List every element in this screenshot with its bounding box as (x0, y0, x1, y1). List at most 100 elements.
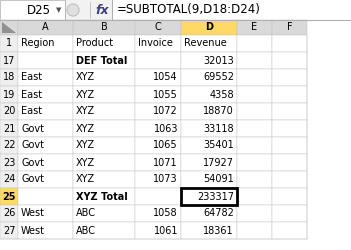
Bar (18, 222, 73, 239)
Bar (135, 103, 181, 120)
Bar (73, 35, 135, 52)
Bar (73, 103, 135, 120)
Text: 18361: 18361 (203, 226, 234, 235)
Text: 1071: 1071 (153, 158, 178, 168)
Text: Govt: Govt (21, 174, 44, 184)
Bar (0, 86, 18, 103)
Text: 23: 23 (3, 158, 15, 168)
Text: 233317: 233317 (197, 192, 234, 202)
Bar (135, 52, 181, 69)
Text: West: West (21, 226, 45, 235)
Bar (73, 120, 135, 137)
Bar (135, 20, 181, 35)
Bar (73, 20, 135, 35)
Bar (272, 86, 307, 103)
Text: fx: fx (95, 4, 109, 16)
Bar (18, 154, 73, 171)
Text: East: East (21, 72, 42, 83)
Bar (272, 69, 307, 86)
Text: East: East (21, 106, 42, 117)
Bar (181, 188, 237, 205)
Text: 1: 1 (6, 38, 12, 48)
Text: 17927: 17927 (203, 158, 234, 168)
Bar (181, 86, 237, 103)
Bar (135, 154, 181, 171)
Text: 233317: 233317 (197, 192, 234, 202)
Bar (18, 205, 73, 222)
Text: B: B (101, 22, 107, 32)
Bar (0, 20, 18, 35)
Bar (272, 20, 307, 35)
Bar (272, 188, 307, 205)
Polygon shape (2, 22, 16, 33)
Bar (0, 154, 18, 171)
Bar (73, 188, 135, 205)
Bar (0, 171, 18, 188)
Bar (135, 222, 181, 239)
Text: XYZ: XYZ (76, 174, 95, 184)
Bar (181, 154, 237, 171)
Bar (181, 120, 237, 137)
Bar (0, 222, 18, 239)
Bar (0, 120, 18, 137)
Text: Govt: Govt (21, 124, 44, 134)
Bar (181, 137, 237, 154)
Text: 20: 20 (3, 106, 15, 117)
Text: F: F (287, 22, 292, 32)
Bar (73, 52, 135, 69)
Bar (73, 154, 135, 171)
Bar (0, 188, 18, 205)
Text: 1073: 1073 (153, 174, 178, 184)
Bar (73, 69, 135, 86)
Bar (0, 205, 18, 222)
Text: 19: 19 (3, 90, 15, 100)
Bar (237, 171, 272, 188)
Bar (237, 103, 272, 120)
Text: 1055: 1055 (153, 90, 178, 100)
Text: XYZ: XYZ (76, 106, 95, 117)
Text: D: D (205, 22, 213, 32)
Bar (272, 171, 307, 188)
Bar (181, 35, 237, 52)
Bar (0, 0, 65, 20)
Bar (135, 137, 181, 154)
Text: 1058: 1058 (153, 208, 178, 218)
Bar (181, 20, 237, 35)
Bar (18, 69, 73, 86)
Text: E: E (251, 22, 258, 32)
Bar (73, 222, 135, 239)
Bar (18, 137, 73, 154)
Text: 22: 22 (3, 140, 15, 150)
Text: 64782: 64782 (203, 208, 234, 218)
Bar (181, 188, 237, 205)
Bar (18, 120, 73, 137)
Bar (237, 222, 272, 239)
Text: Invoice: Invoice (138, 38, 173, 48)
Bar (73, 86, 135, 103)
Text: 18870: 18870 (203, 106, 234, 117)
Text: C: C (155, 22, 161, 32)
Text: Region: Region (21, 38, 54, 48)
Bar (237, 154, 272, 171)
Text: XYZ: XYZ (76, 140, 95, 150)
Text: ABC: ABC (76, 208, 96, 218)
Text: 24: 24 (3, 174, 15, 184)
Text: ▼: ▼ (56, 7, 62, 13)
Bar (237, 120, 272, 137)
Bar (237, 35, 272, 52)
Text: XYZ: XYZ (76, 158, 95, 168)
Bar (112, 0, 351, 20)
Bar (272, 137, 307, 154)
Text: ABC: ABC (76, 226, 96, 235)
Bar (73, 205, 135, 222)
Text: Govt: Govt (21, 158, 44, 168)
Bar (18, 52, 73, 69)
Text: East: East (21, 90, 42, 100)
Bar (0, 0, 351, 20)
Bar (135, 86, 181, 103)
Bar (181, 222, 237, 239)
Bar (73, 137, 135, 154)
Bar (18, 188, 73, 205)
Bar (181, 171, 237, 188)
Text: 4358: 4358 (210, 90, 234, 100)
